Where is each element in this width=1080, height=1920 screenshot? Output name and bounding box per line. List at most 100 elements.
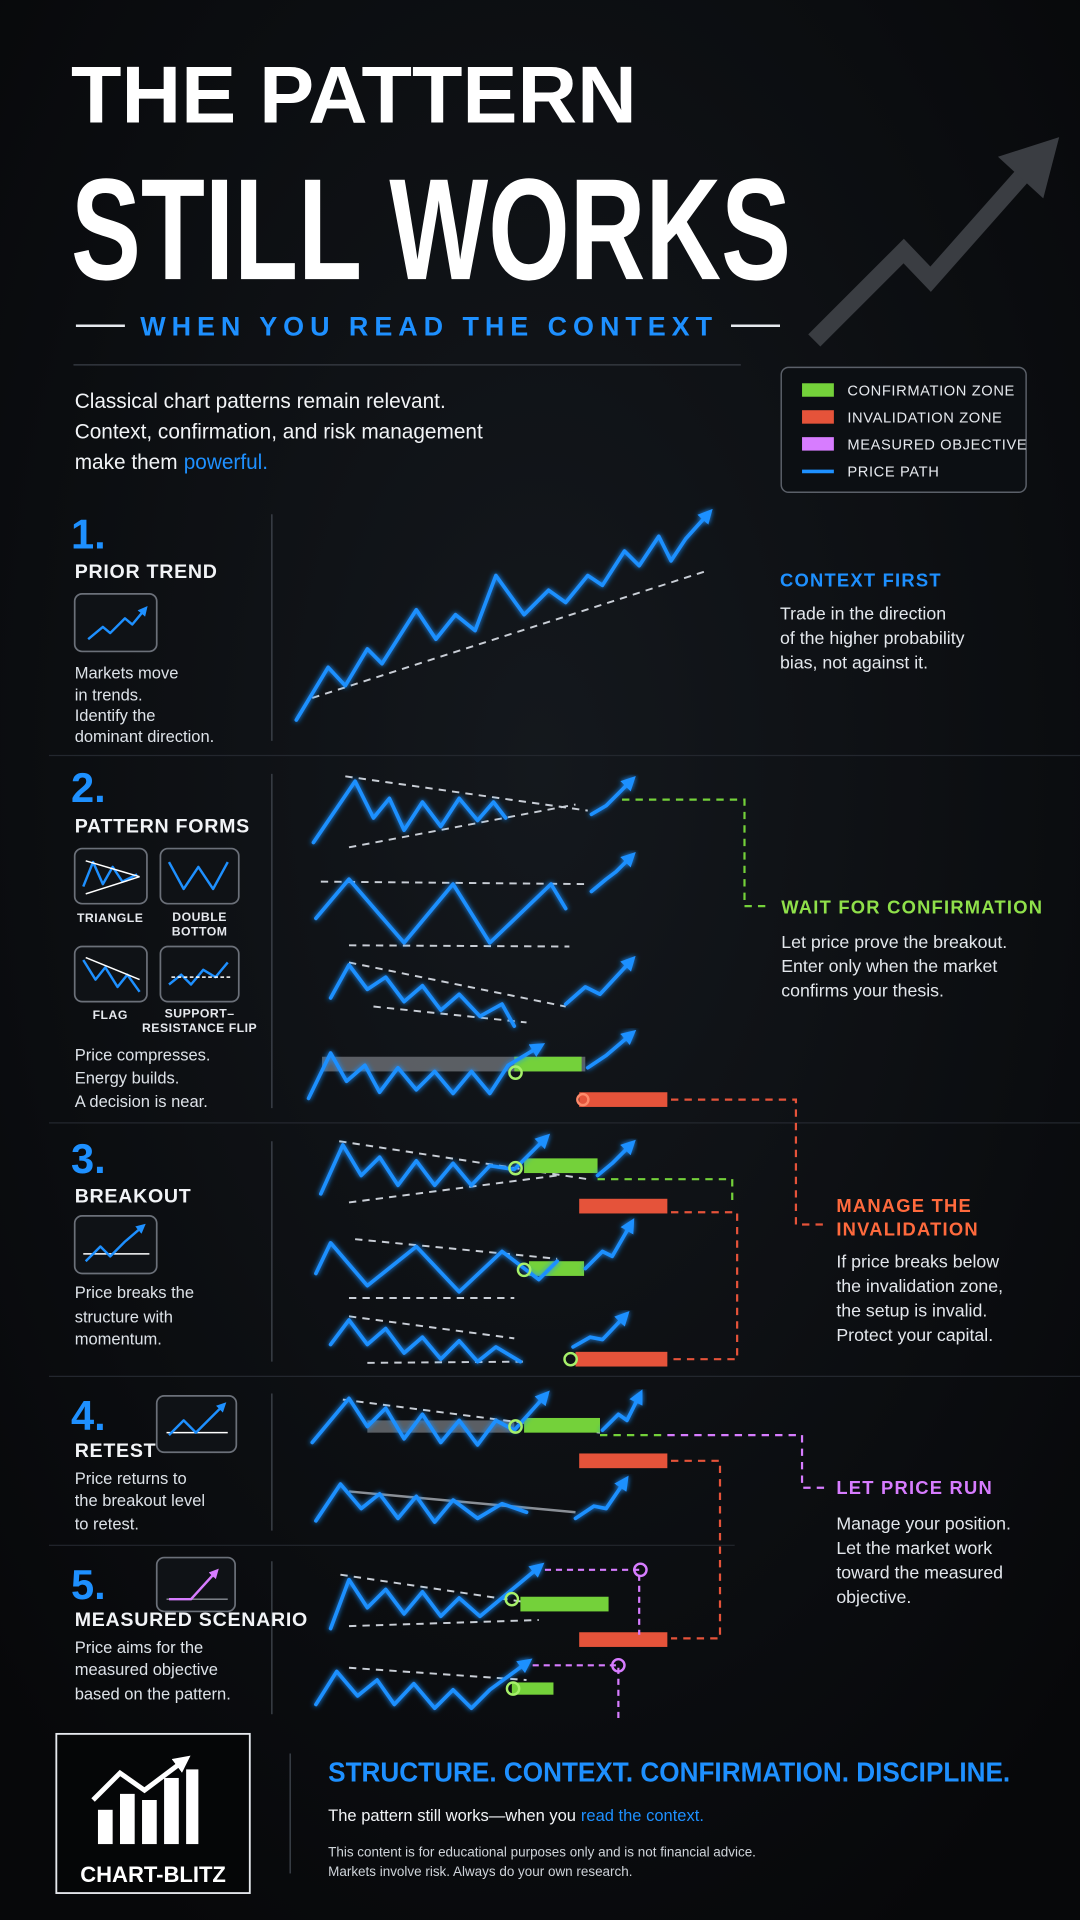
confirmation-point — [563, 1351, 578, 1367]
step-2: 2. PATTERN FORMS TRIANGLE DOUBLE BOTTOM … — [71, 764, 827, 1226]
callout-text: objective. — [836, 1587, 911, 1607]
step-title: PRIOR TREND — [75, 561, 218, 583]
disclaimer: This content is for educational purposes… — [328, 1844, 756, 1859]
invalidation-zone — [579, 1632, 668, 1647]
confirmation-point — [508, 1065, 523, 1080]
pattern-label: FLAG — [93, 1008, 128, 1022]
logo-arrow — [91, 1755, 191, 1802]
logo-bar — [120, 1793, 135, 1845]
pattern-line — [348, 944, 570, 948]
confirmation-zone — [520, 1596, 609, 1612]
footer-text: The pattern still works—when you — [328, 1806, 576, 1825]
callout-text: Let the market work — [836, 1538, 992, 1558]
price-path — [328, 1318, 523, 1364]
callout-text: Protect your capital. — [836, 1325, 993, 1345]
pattern-line — [348, 803, 576, 849]
callout-text: the invalidation zone, — [836, 1276, 1003, 1296]
step-icon-path — [87, 606, 148, 641]
confirmation-zone — [528, 1261, 585, 1276]
price-path — [595, 1139, 636, 1178]
step-text: based on the pattern. — [75, 1685, 231, 1704]
step-icon-path — [84, 1223, 146, 1263]
separators — [48, 514, 1080, 1715]
pattern-label: RESISTANCE FLIP — [142, 1021, 257, 1035]
step-number: 3. — [71, 1135, 106, 1182]
objective-line — [532, 1664, 620, 1721]
pattern-label: TRIANGLE — [77, 911, 143, 925]
connector — [622, 798, 769, 908]
step-icon — [73, 1215, 158, 1275]
callout-text: Trade in the direction — [780, 604, 946, 624]
step-title: BREAKOUT — [75, 1185, 192, 1207]
price-path — [318, 1133, 551, 1196]
step-text: the breakout level — [75, 1491, 205, 1510]
step-text: Price returns to — [75, 1469, 187, 1488]
legend-label: PRICE PATH — [847, 464, 939, 480]
pattern-label: BOTTOM — [172, 925, 228, 939]
legend-label: MEASURED OBJECTIVE — [847, 437, 1027, 453]
step-1: 1. PRIOR TREND Markets move in trends. I… — [71, 508, 713, 746]
price-path — [314, 1241, 559, 1294]
callout-text: toward the measured — [836, 1562, 1003, 1582]
price-path — [306, 1043, 546, 1101]
pattern-label: DOUBLE — [172, 910, 227, 924]
price-path — [573, 1475, 629, 1521]
pattern-icon-line — [85, 956, 140, 981]
objective-line — [544, 1568, 641, 1635]
callout-title: INVALIDATION — [836, 1219, 979, 1240]
step-5: 5. MEASURED SCENARIO Price aims for the … — [71, 1556, 668, 1721]
intro-line: Classical chart patterns remain relevant… — [75, 390, 446, 413]
invalidation-point — [576, 1092, 590, 1107]
step-text: in trends. — [75, 685, 143, 704]
logo-bar — [97, 1809, 113, 1845]
pattern-line — [355, 1238, 558, 1260]
pattern-line — [348, 1490, 576, 1514]
intro: Classical chart patterns remain relevant… — [75, 390, 483, 474]
callout-text: the setup is invalid. — [836, 1300, 987, 1320]
title-line: THE PATTERN — [71, 50, 637, 140]
footer-line: The pattern still works—when you read the… — [328, 1806, 704, 1825]
confirmation-point — [508, 1160, 523, 1176]
callout-title: MANAGE THE — [836, 1195, 972, 1216]
connector — [667, 1434, 828, 1489]
objective-point — [633, 1562, 648, 1578]
step-text: to retest. — [75, 1514, 139, 1533]
callout-title: LET PRICE RUN — [836, 1477, 993, 1498]
confirmation-point — [504, 1591, 520, 1607]
step-3: 3. BREAKOUT Price breaks the structure w… — [71, 1133, 739, 1367]
step-title: MEASURED SCENARIO — [75, 1609, 308, 1631]
pattern-line — [320, 880, 588, 886]
disclaimer: Markets involve risk. Always do your own… — [328, 1864, 632, 1879]
callout-text: Let price prove the breakout. — [781, 932, 1007, 952]
confirmation-zone — [511, 1682, 554, 1695]
price-path — [589, 776, 636, 817]
legend-label: CONFIRMATION ZONE — [847, 384, 1015, 400]
price-path — [328, 963, 517, 1028]
step-text: Price compresses. — [75, 1045, 211, 1064]
tagline: STRUCTURE. CONTEXT. CONFIRMATION. DISCIP… — [328, 1757, 1010, 1788]
logo-bar — [186, 1769, 199, 1845]
pattern-icon-line — [85, 860, 140, 878]
pattern-icon-path — [82, 959, 141, 993]
pattern-line — [348, 961, 566, 1008]
objective-point — [611, 1657, 626, 1673]
step-text: Markets move — [75, 663, 179, 682]
step-text: Energy builds. — [75, 1069, 180, 1088]
trend-line — [311, 569, 709, 699]
pattern-icon-path — [167, 861, 229, 891]
step-icon-path — [168, 1568, 219, 1601]
pattern-line — [348, 1315, 515, 1340]
confirmation-zone — [524, 1158, 598, 1174]
brand: CHART-BLITZ — [80, 1862, 226, 1887]
price-path — [589, 851, 636, 894]
callouts: CONTEXT FIRST Trade in the direction of … — [780, 570, 1042, 1607]
confirmation-zone — [514, 1056, 582, 1072]
pattern-line — [339, 1140, 588, 1181]
price-path — [314, 1658, 533, 1710]
step-text: dominant direction. — [75, 727, 215, 746]
connector — [671, 1211, 739, 1361]
step-text: Identify the — [75, 706, 156, 725]
invalidation-zone — [575, 1351, 668, 1367]
price-path — [600, 1389, 643, 1433]
